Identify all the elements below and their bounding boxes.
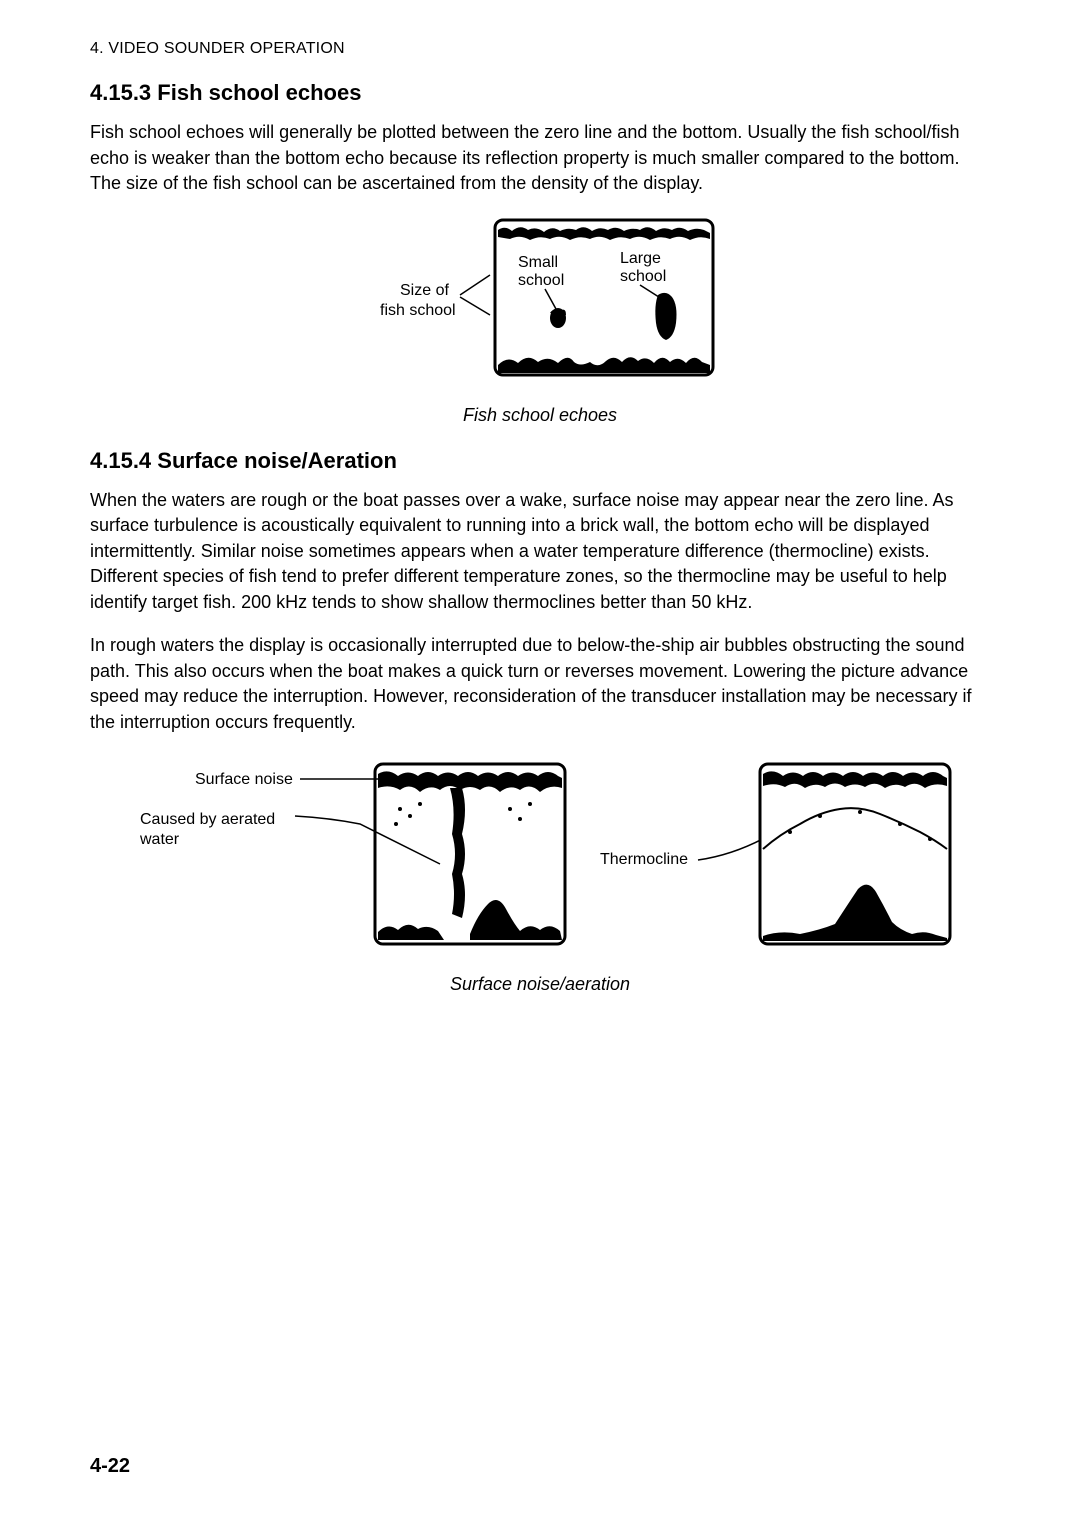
figure-surface-noise: Surface noise Caused by aerated water [90,754,990,964]
label-aerated-2: water [139,831,180,848]
label-surface-noise: Surface noise [195,771,293,788]
figure-caption-fish-school: Fish school echoes [90,405,990,426]
section-title-surface-noise: 4.15.4 Surface noise/Aeration [90,448,990,474]
section-title-fish-school: 4.15.3 Fish school echoes [90,80,990,106]
figure-fish-school: Small school Large school Size of fish s… [90,215,990,395]
body-text-surface-noise-2: In rough waters the display is occasiona… [90,633,990,735]
label-large: Large [620,250,661,267]
label-small2: school [518,272,564,289]
body-text-fish-school: Fish school echoes will generally be plo… [90,120,990,197]
label-aerated-1: Caused by aerated [140,811,275,828]
page-number: 4-22 [90,1455,130,1478]
label-thermocline: Thermocline [600,851,688,868]
body-text-surface-noise-1: When the waters are rough or the boat pa… [90,488,990,616]
label-size-of: Size of [400,282,449,299]
label-large2: school [620,268,666,285]
page-header: 4. VIDEO SOUNDER OPERATION [90,40,990,58]
label-small: Small [518,254,558,271]
fish-school-diagram: Small school Large school Size of fish s… [340,215,740,395]
surface-noise-diagram: Surface noise Caused by aerated water [100,754,980,964]
label-fish-school: fish school [380,302,456,319]
figure-caption-surface-noise: Surface noise/aeration [90,974,990,995]
